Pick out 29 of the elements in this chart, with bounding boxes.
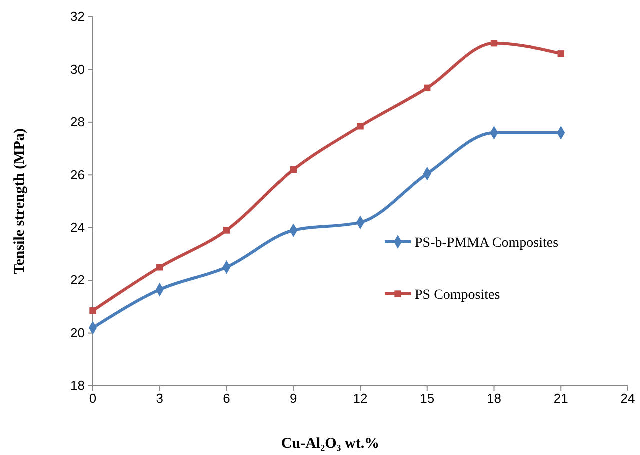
x-tick-label: 24	[620, 391, 636, 406]
y-tick-label: 32	[70, 9, 85, 24]
legend-label: PS-b-PMMA Composites	[415, 236, 559, 251]
y-tick-label: 28	[70, 114, 85, 130]
point	[490, 40, 498, 47]
x-tick-label: 3	[156, 391, 164, 406]
x-tick-label: 9	[290, 391, 298, 406]
y-tick-label: 22	[70, 272, 85, 288]
point	[223, 227, 230, 234]
point	[90, 308, 96, 314]
legend-label: PS Composites	[415, 288, 500, 303]
y-tick-label: 20	[70, 325, 85, 340]
x-tick-label: 12	[353, 391, 368, 406]
x-tick-label: 6	[223, 391, 230, 406]
point	[357, 123, 364, 130]
point	[290, 166, 297, 174]
y-tick-label: 24	[70, 220, 85, 236]
point	[424, 84, 431, 92]
x-tick-label: 0	[89, 391, 97, 406]
y-axis-title: Tensile strength (MPa)	[12, 128, 28, 274]
x-axis-title: Cu-Al₂O₃ wt.%	[281, 436, 380, 452]
point	[558, 50, 564, 58]
x-tick-label: 15	[420, 391, 435, 406]
x-tick-label: 21	[554, 391, 568, 406]
y-tick-label: 26	[70, 167, 85, 182]
x-tick-label: 18	[487, 391, 502, 406]
y-tick-label: 18	[70, 378, 85, 394]
y-tick-label: 30	[70, 62, 85, 77]
point	[156, 264, 164, 271]
